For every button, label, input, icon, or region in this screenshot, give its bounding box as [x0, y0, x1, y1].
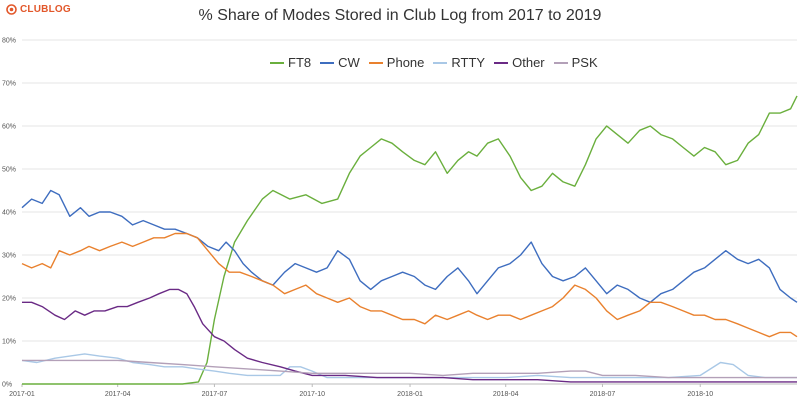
y-tick-label: 20%	[2, 296, 16, 303]
series-line-other	[22, 288, 797, 383]
legend-label: PSK	[571, 55, 598, 70]
x-tick-label: 2018-10	[687, 391, 713, 398]
logo-text: CLUBLOG	[20, 4, 71, 15]
legend-swatch	[494, 61, 509, 64]
chart-legend: FT8 CW Phone RTTY Other PSK	[270, 55, 598, 70]
y-tick-label: 40%	[2, 210, 16, 217]
legend-swatch	[553, 61, 568, 64]
y-tick-label: 60%	[2, 124, 16, 131]
legend-label: Phone	[386, 55, 425, 70]
x-tick-label: 2018-01	[397, 391, 423, 398]
legend-swatch	[270, 61, 284, 64]
legend-item-cw: CW	[320, 55, 360, 70]
legend-label: FT8	[288, 55, 312, 70]
y-tick-label: 30%	[2, 253, 16, 260]
x-tick-label: 2017-04	[105, 391, 131, 398]
legend-swatch	[320, 61, 335, 64]
y-tick-label: 70%	[2, 81, 16, 88]
series-line-ft8	[22, 95, 798, 385]
legend-swatch	[433, 61, 448, 64]
logo: CLUBLOG	[6, 4, 71, 15]
legend-item-psk: PSK	[553, 55, 598, 70]
legend-item-ft8: FT8	[270, 55, 311, 70]
series-line-cw	[21, 189, 798, 303]
legend-label: RTTY	[451, 55, 486, 70]
legend-label: Other	[512, 55, 545, 70]
y-tick-label: 0%	[2, 382, 12, 389]
series-line-rtty	[21, 353, 797, 379]
legend-item-other: Other	[494, 55, 545, 70]
legend-label: CW	[338, 55, 360, 70]
y-tick-label: 80%	[2, 38, 16, 45]
legend-item-phone: Phone	[368, 55, 425, 70]
chart-title: % Share of Modes Stored in Club Log from…	[198, 7, 602, 24]
x-tick-label: 2017-07	[202, 391, 228, 398]
series-line-psk	[22, 359, 797, 379]
x-tick-label: 2017-01	[9, 391, 35, 398]
clublog-logo-icon	[6, 4, 17, 15]
x-tick-label: 2017-10	[299, 391, 325, 398]
x-tick-label: 2018-07	[590, 391, 616, 398]
x-tick-label: 2018-04	[493, 391, 519, 398]
series-line-phone	[21, 232, 798, 338]
legend-swatch	[368, 61, 383, 64]
legend-item-rtty: RTTY	[433, 55, 485, 70]
y-tick-label: 10%	[2, 339, 16, 346]
y-tick-label: 50%	[2, 167, 16, 174]
